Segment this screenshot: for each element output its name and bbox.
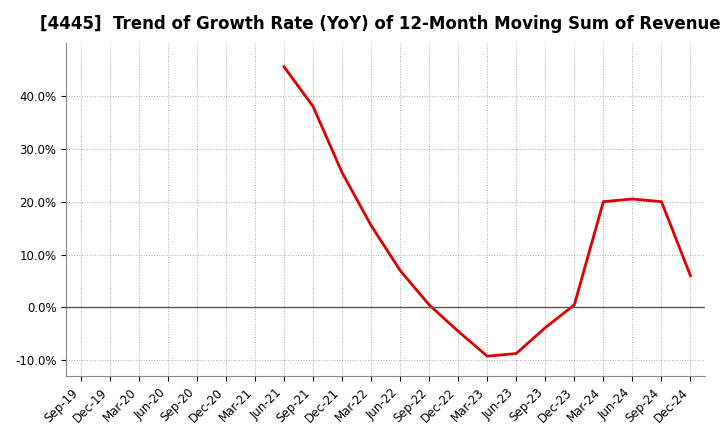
Title: [4445]  Trend of Growth Rate (YoY) of 12-Month Moving Sum of Revenues: [4445] Trend of Growth Rate (YoY) of 12-… (40, 15, 720, 33)
